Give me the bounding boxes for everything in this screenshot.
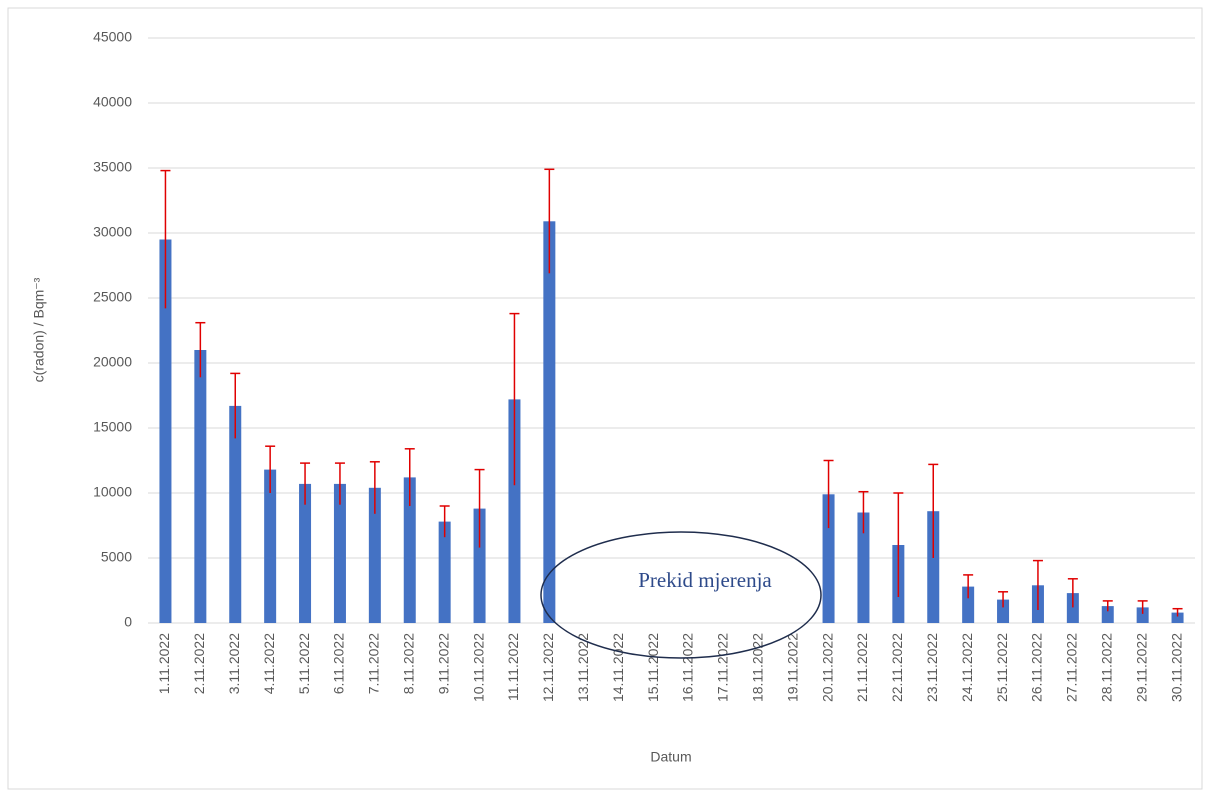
x-tick-label: 11.11.2022 xyxy=(505,633,521,701)
x-tick-label: 23.11.2022 xyxy=(924,633,940,702)
bar xyxy=(473,508,486,623)
y-tick-label: 25000 xyxy=(93,289,132,305)
x-tick-label: 6.11.2022 xyxy=(331,633,347,694)
bar xyxy=(159,239,172,623)
annotation: Prekid mjerenja xyxy=(638,568,772,592)
bar xyxy=(508,399,521,623)
x-tick-label: 9.11.2022 xyxy=(435,633,451,694)
x-tick-label: 19.11.2022 xyxy=(784,633,800,702)
x-tick-label: 26.11.2022 xyxy=(1029,633,1045,702)
x-tick-label: 20.11.2022 xyxy=(819,633,835,702)
bar xyxy=(299,483,312,623)
bar xyxy=(229,405,242,623)
x-tick-label: 27.11.2022 xyxy=(1064,633,1080,702)
x-tick-label: 8.11.2022 xyxy=(400,633,416,694)
y-tick-label: 20000 xyxy=(93,354,132,370)
x-tick-label: 1.11.2022 xyxy=(156,633,172,694)
x-tick-label: 30.11.2022 xyxy=(1168,633,1184,702)
bar xyxy=(368,487,381,623)
bar xyxy=(1066,593,1079,623)
annotation-ellipse xyxy=(540,531,822,659)
x-tick-label: 5.11.2022 xyxy=(296,633,312,694)
x-tick-label: 4.11.2022 xyxy=(261,633,277,694)
x-tick-label: 15.11.2022 xyxy=(645,633,661,702)
bar xyxy=(264,469,277,623)
x-tick-label: 21.11.2022 xyxy=(854,633,870,702)
bar xyxy=(927,511,940,623)
x-tick-label: 7.11.2022 xyxy=(366,633,382,694)
x-tick-label: 25.11.2022 xyxy=(994,633,1010,702)
y-tick-label: 5000 xyxy=(101,549,132,565)
chart-border xyxy=(7,7,1203,790)
x-tick-label: 2.11.2022 xyxy=(191,633,207,694)
y-tick-label: 15000 xyxy=(93,419,132,435)
y-tick-label: 35000 xyxy=(93,159,132,175)
bar xyxy=(997,599,1010,623)
bar xyxy=(543,221,556,624)
y-axis-label: c(radon) / Bqm⁻³ xyxy=(31,277,47,382)
x-tick-label: 24.11.2022 xyxy=(959,633,975,702)
bar xyxy=(403,477,416,623)
x-tick-label: 18.11.2022 xyxy=(749,633,765,702)
y-tick-label: 45000 xyxy=(93,29,132,45)
y-tick-label: 10000 xyxy=(93,484,132,500)
bar xyxy=(438,521,451,623)
x-tick-label: 14.11.2022 xyxy=(610,633,626,702)
bar xyxy=(1136,607,1149,623)
bar xyxy=(194,350,207,623)
bar xyxy=(857,512,870,623)
bar xyxy=(822,494,835,623)
bar xyxy=(1101,606,1114,623)
x-axis-label: Datum xyxy=(650,749,691,765)
x-tick-label: 13.11.2022 xyxy=(575,633,591,702)
x-tick-label: 17.11.2022 xyxy=(715,633,731,702)
y-tick-label: 40000 xyxy=(93,94,132,110)
x-tick-label: 28.11.2022 xyxy=(1098,633,1114,702)
bar xyxy=(333,483,346,623)
x-tick-label: 16.11.2022 xyxy=(680,633,696,702)
bar xyxy=(962,586,975,623)
x-tick-label: 3.11.2022 xyxy=(226,633,242,694)
bar xyxy=(1171,612,1184,623)
x-tick-label: 10.11.2022 xyxy=(470,633,486,702)
x-tick-label: 12.11.2022 xyxy=(540,633,556,702)
y-tick-label: 0 xyxy=(124,614,132,630)
x-tick-label: 22.11.2022 xyxy=(889,633,905,702)
x-tick-label: 29.11.2022 xyxy=(1133,633,1149,702)
y-tick-label: 30000 xyxy=(93,224,132,240)
